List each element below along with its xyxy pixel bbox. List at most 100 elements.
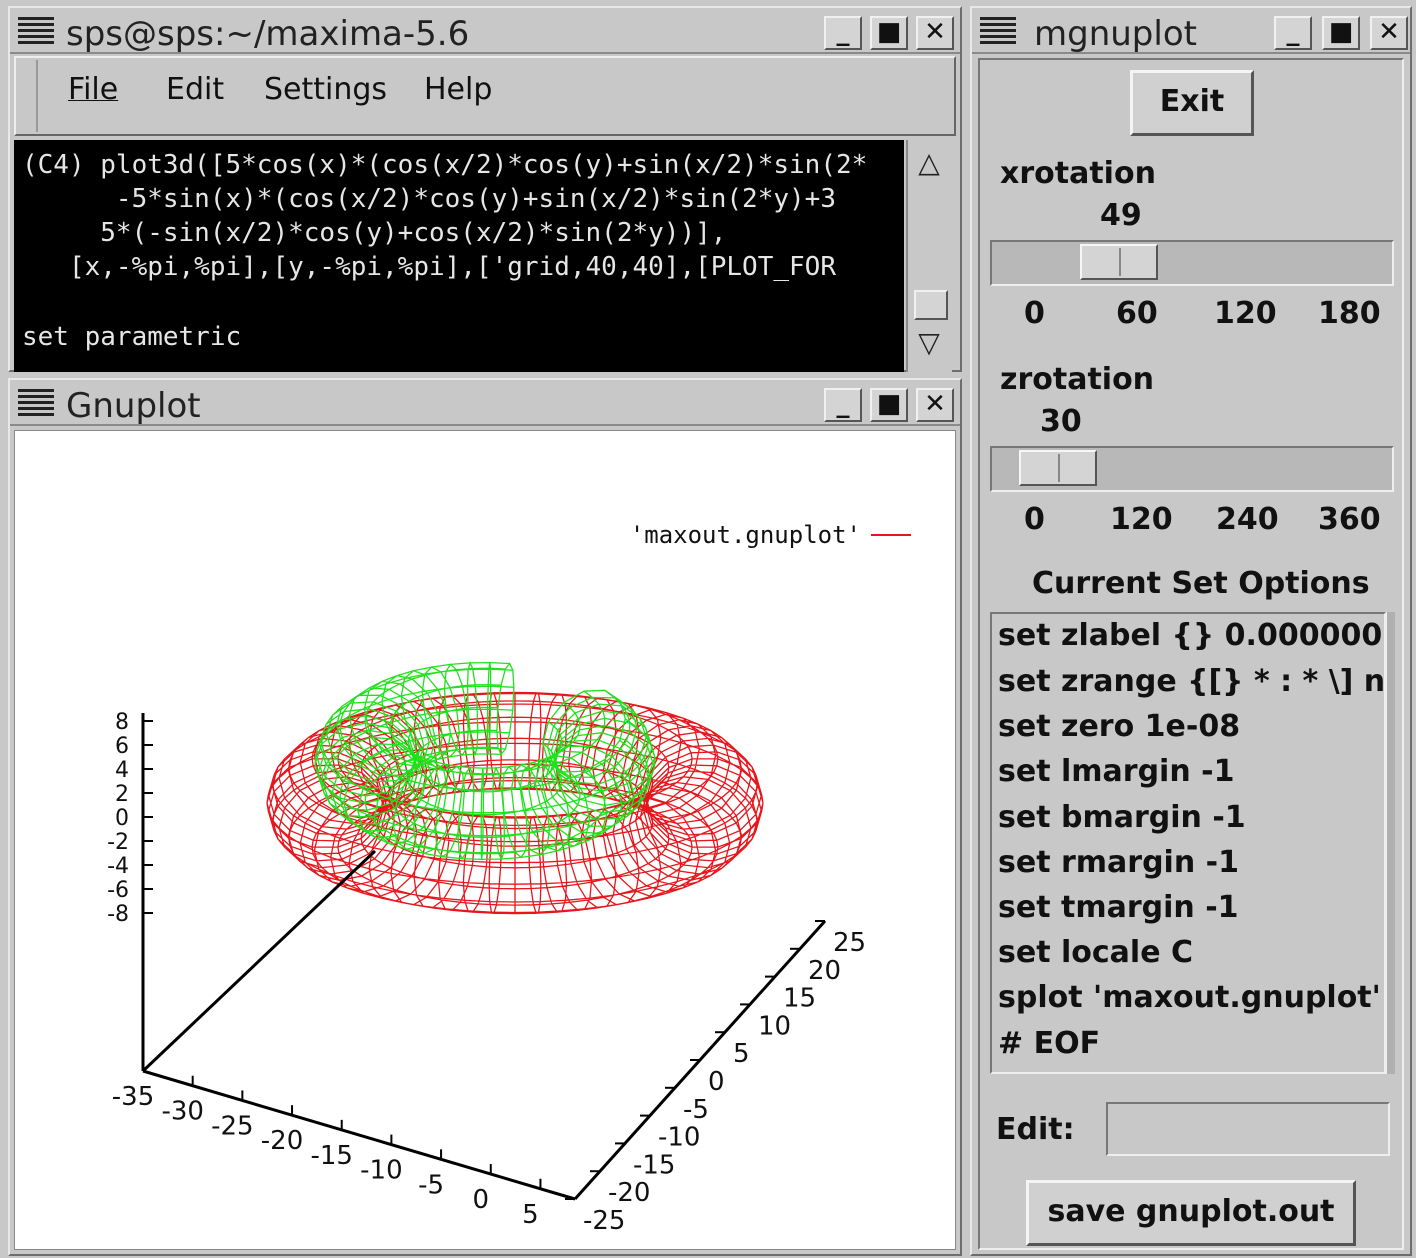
menu-edit[interactable]: Edit <box>166 72 225 107</box>
y-tick-label: -20 <box>608 1178 650 1208</box>
zrotation-label: zrotation <box>1000 362 1155 397</box>
xrotation-slider-thumb[interactable] <box>1079 244 1158 280</box>
z-tick-label: 6 <box>115 734 129 759</box>
option-line[interactable]: splot 'maxout.gnuplot' <box>998 980 1381 1015</box>
terminal-scrollbar[interactable]: △ ▽ <box>906 140 952 372</box>
window-menu-icon[interactable] <box>16 386 56 420</box>
zrotation-tick: 240 <box>1216 502 1279 537</box>
minimize-icon[interactable]: _ <box>1274 16 1312 50</box>
z-tick-label: -8 <box>107 902 129 927</box>
menu-file[interactable]: File <box>68 72 119 107</box>
x-tick-label: 5 <box>522 1200 539 1230</box>
menu-help[interactable]: Help <box>424 72 493 107</box>
terminal-line: (C4) plot3d([5*cos(x)*(cos(x/2)*cos(y)+s… <box>22 150 868 180</box>
gnuplot-window-title: Gnuplot <box>66 386 201 426</box>
z-tick-label: 0 <box>115 806 129 831</box>
z-tick-label: 8 <box>115 710 129 735</box>
xrotation-tick: 120 <box>1214 296 1277 331</box>
terminal-line: -5*sin(x)*(cos(x/2)*cos(y)+sin(x/2)*sin(… <box>22 184 836 214</box>
terminal-line: set parametric <box>22 322 242 352</box>
options-scrollbar[interactable] <box>1386 612 1395 1074</box>
maxima-menubar: File Edit Settings Help <box>14 56 956 136</box>
edit-label: Edit: <box>996 1112 1075 1147</box>
options-list[interactable]: set zlabel {} 0.000000,0. set zrange {[}… <box>990 612 1386 1074</box>
z-tick-label: -6 <box>107 878 129 903</box>
x-tick-label: -15 <box>310 1141 352 1171</box>
option-line[interactable]: set zlabel {} 0.000000,0. <box>998 618 1386 653</box>
xrotation-tick: 180 <box>1318 296 1381 331</box>
scroll-thumb[interactable] <box>914 290 948 320</box>
xrotation-slider[interactable] <box>990 240 1394 286</box>
y-tick-label: 10 <box>758 1011 791 1041</box>
x-tick-label: -35 <box>112 1082 154 1112</box>
y-tick-label: -10 <box>658 1123 700 1153</box>
mgnuplot-panel: Exit xrotation 49 0 60 120 180 zrotation… <box>978 58 1404 1250</box>
zrotation-tick: 120 <box>1110 502 1173 537</box>
edit-input[interactable] <box>1106 1102 1390 1156</box>
window-menu-icon[interactable] <box>16 14 56 48</box>
close-icon[interactable]: ✕ <box>916 388 954 422</box>
option-line[interactable]: # EOF <box>998 1026 1101 1061</box>
terminal-line: [x,-%pi,%pi],[y,-%pi,%pi],['grid,40,40],… <box>22 252 836 282</box>
maximize-icon[interactable]: ■ <box>870 388 908 422</box>
z-tick-label: 2 <box>115 782 129 807</box>
z-tick-label: -2 <box>107 830 129 855</box>
xrotation-tick: 60 <box>1116 296 1158 331</box>
maxima-terminal[interactable]: (C4) plot3d([5*cos(x)*(cos(x/2)*cos(y)+s… <box>14 140 904 372</box>
y-tick-label: 0 <box>708 1067 725 1097</box>
scroll-down-icon[interactable]: ▽ <box>918 326 940 359</box>
maximize-icon[interactable]: ■ <box>1322 16 1360 50</box>
terminal-line: 5*(-sin(x/2)*cos(y)+cos(x/2)*sin(2*y))], <box>22 218 727 248</box>
x-tick-label: -10 <box>360 1156 402 1186</box>
option-line[interactable]: set locale C <box>998 935 1193 970</box>
exit-button[interactable]: Exit <box>1130 70 1254 136</box>
xrotation-tick: 0 <box>1024 296 1045 331</box>
option-line[interactable]: set bmargin -1 <box>998 800 1246 835</box>
y-tick-label: 20 <box>808 956 841 986</box>
option-line[interactable]: set zrange {[} * : * \] nor <box>998 664 1386 699</box>
close-icon[interactable]: ✕ <box>1370 16 1408 50</box>
zrotation-value: 30 <box>1040 404 1082 439</box>
xrotation-value: 49 <box>1100 198 1142 233</box>
mgnuplot-window-title: mgnuplot <box>1034 14 1197 54</box>
zrotation-slider-thumb[interactable] <box>1018 450 1097 486</box>
mgnuplot-titlebar[interactable]: mgnuplot _ ■ ✕ <box>972 8 1410 54</box>
menubar-grip[interactable] <box>18 60 38 132</box>
legend-label: 'maxout.gnuplot' <box>630 521 861 549</box>
inner-surface-mesh <box>314 661 656 861</box>
maxima-window-title: sps@sps:~/maxima-5.6 <box>66 14 470 54</box>
option-line[interactable]: set lmargin -1 <box>998 754 1235 789</box>
zrotation-tick: 360 <box>1318 502 1381 537</box>
minimize-icon[interactable]: _ <box>824 388 862 422</box>
option-line[interactable]: set rmargin -1 <box>998 845 1239 880</box>
z-tick-label: 4 <box>115 758 129 783</box>
y-tick-label: -5 <box>683 1095 709 1125</box>
scroll-up-icon[interactable]: △ <box>918 146 940 179</box>
menu-settings[interactable]: Settings <box>264 72 388 107</box>
x-tick-label: 0 <box>472 1185 489 1215</box>
maxima-titlebar[interactable]: sps@sps:~/maxima-5.6 _ ■ ✕ <box>10 8 960 54</box>
x-tick-label: -5 <box>418 1170 444 1200</box>
zrotation-slider[interactable] <box>990 446 1394 492</box>
save-gnuplot-button[interactable]: save gnuplot.out <box>1026 1180 1356 1246</box>
options-heading: Current Set Options <box>1032 566 1370 601</box>
zrotation-tick: 0 <box>1024 502 1045 537</box>
close-icon[interactable]: ✕ <box>916 16 954 50</box>
maximize-icon[interactable]: ■ <box>870 16 908 50</box>
xrotation-label: xrotation <box>1000 156 1156 191</box>
maxima-window: sps@sps:~/maxima-5.6 _ ■ ✕ File Edit Set… <box>8 6 962 372</box>
minimize-icon[interactable]: _ <box>824 16 862 50</box>
gnuplot-canvas[interactable]: 8 6 4 2 0 -2 -4 -6 -8 -35 -30 -25 -20 -15 -10 -5 0 5 -25 -2… <box>14 430 956 1250</box>
x-tick-label: -20 <box>261 1126 303 1156</box>
window-menu-icon[interactable] <box>978 14 1018 48</box>
x-tick-label: -30 <box>161 1097 203 1127</box>
back-axis-line <box>141 849 377 1073</box>
y-tick-label: -25 <box>583 1206 625 1236</box>
option-line[interactable]: set zero 1e-08 <box>998 709 1241 744</box>
y-tick-label: 5 <box>733 1039 750 1069</box>
x-axis-line <box>142 1069 576 1201</box>
gnuplot-window: Gnuplot _ ■ ✕ 8 6 4 2 0 -2 -4 -6 -8 -35 -30 -25 -20-… <box>8 378 962 1256</box>
option-line[interactable]: set tmargin -1 <box>998 890 1239 925</box>
gnuplot-titlebar[interactable]: Gnuplot _ ■ ✕ <box>10 380 960 426</box>
